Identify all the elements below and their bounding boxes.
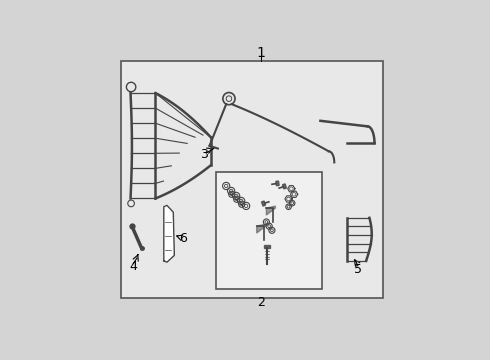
Text: 6: 6 xyxy=(179,232,187,245)
Polygon shape xyxy=(262,201,266,206)
Text: 4: 4 xyxy=(129,260,137,273)
Text: 2: 2 xyxy=(257,296,265,309)
Text: 5: 5 xyxy=(354,262,362,276)
Bar xyxy=(121,61,383,298)
Polygon shape xyxy=(267,206,275,215)
Bar xyxy=(217,172,322,288)
Text: 3: 3 xyxy=(200,148,208,161)
Polygon shape xyxy=(257,224,266,233)
Bar xyxy=(264,245,270,248)
Polygon shape xyxy=(282,184,287,189)
Polygon shape xyxy=(276,181,279,186)
Polygon shape xyxy=(164,205,174,262)
Text: 1: 1 xyxy=(256,46,265,60)
